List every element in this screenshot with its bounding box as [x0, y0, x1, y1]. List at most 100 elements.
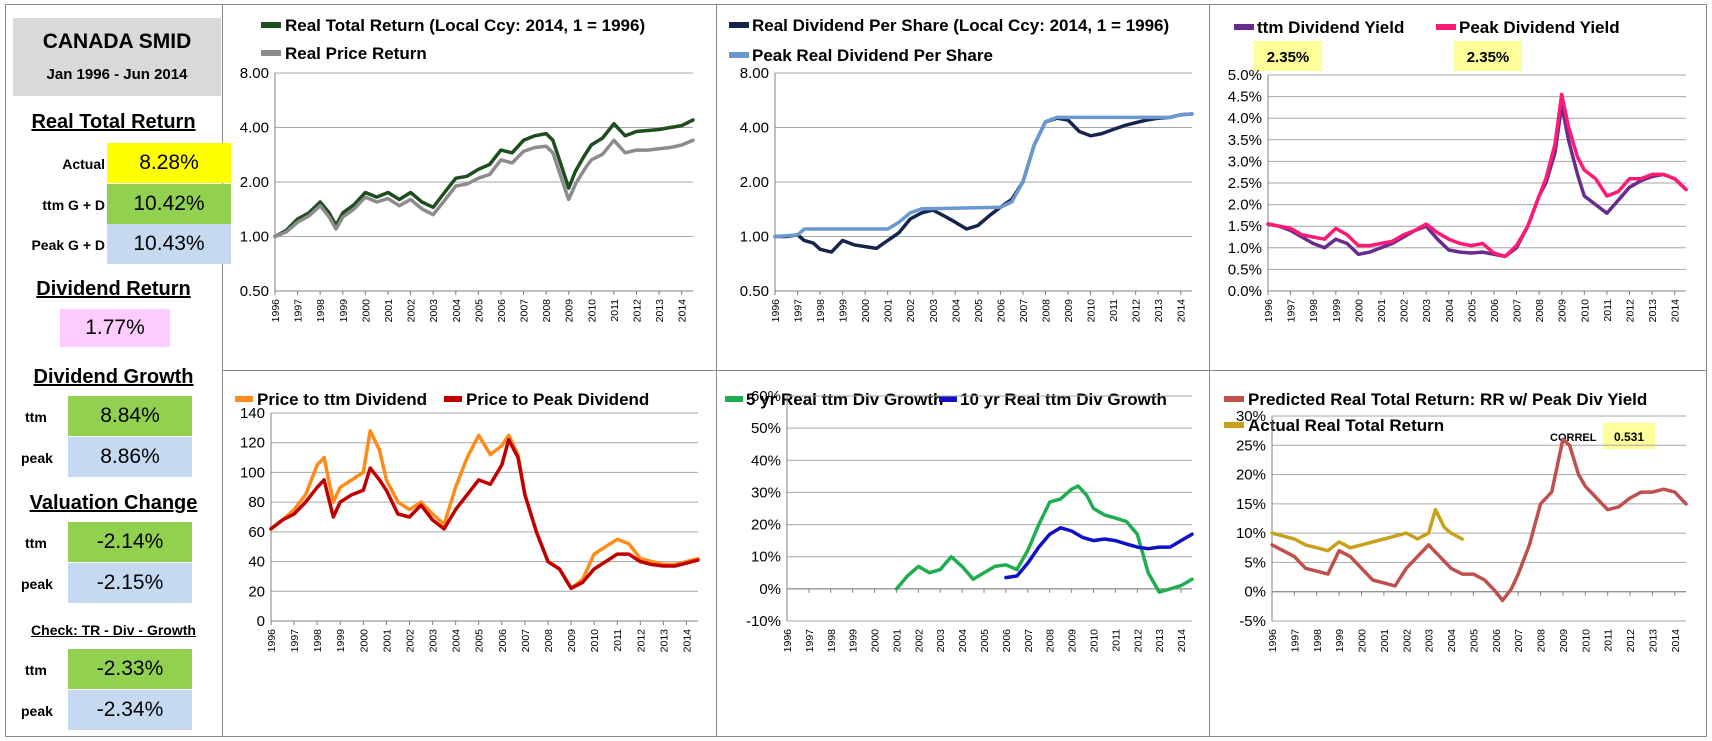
correl-value: 0.531 [1614, 430, 1644, 444]
x-tick-label: 2005 [474, 629, 486, 653]
y-tick-label: -10% [746, 613, 781, 630]
series-line-1 [1266, 92, 1688, 259]
x-tick-label: 2004 [451, 299, 463, 323]
period-label: Jan 1996 - Jun 2014 [46, 66, 188, 83]
x-tick-label: 2002 [404, 629, 416, 653]
legend-price-peak-div: Price to Peak Dividend [466, 390, 649, 409]
x-tick-label: 2006 [1491, 629, 1503, 653]
ttm-yield-callout-bg [1254, 41, 1322, 71]
x-tick-label: 2002 [905, 299, 917, 323]
y-tick-label: 10% [751, 549, 781, 566]
x-tick-label: 1996 [1267, 629, 1279, 653]
y-tick-label: 10% [1236, 525, 1266, 542]
x-tick-label: 1997 [289, 629, 301, 653]
x-tick-label: 2006 [496, 299, 508, 323]
x-tick-label: 2006 [995, 299, 1007, 323]
x-tick-label: 2007 [1512, 299, 1524, 323]
x-tick-label: 1999 [838, 299, 850, 323]
x-tick-label: 1999 [1331, 299, 1343, 323]
y-tick-label: 2.00 [740, 174, 769, 191]
x-tick-label: 1997 [804, 629, 816, 653]
x-tick-label: 2014 [1670, 299, 1682, 323]
x-tick-label: 2007 [1513, 629, 1525, 653]
row-label: Actual [62, 156, 105, 172]
x-tick-label: 2001 [381, 629, 393, 653]
x-tick-label: 1999 [338, 299, 350, 323]
y-tick-label: 20 [248, 583, 265, 600]
x-tick-label: 2003 [928, 299, 940, 323]
x-tick-label: 2003 [935, 629, 947, 653]
x-tick-label: 2003 [1424, 629, 1436, 653]
x-tick-label: 2012 [1625, 299, 1637, 323]
x-tick-label: 2004 [957, 629, 969, 653]
x-tick-label: 2013 [1647, 299, 1659, 323]
series-line-0 [269, 429, 700, 591]
dividend-yield-chart: ttm Dividend Yield Peak Dividend Yield 2… [1228, 18, 1688, 323]
x-tick-label: 2009 [566, 629, 578, 653]
x-tick-label: 2013 [1647, 629, 1659, 653]
y-tick-label: 80 [248, 494, 265, 511]
x-tick-label: 2014 [1176, 299, 1188, 323]
legend-total-return: Real Total Return (Local Ccy: 2014, 1 = … [285, 16, 645, 35]
y-tick-label: 0.5% [1228, 261, 1262, 278]
x-tick-label: 2002 [406, 299, 418, 323]
legend-price-ttm-div: Price to ttm Dividend [257, 390, 427, 409]
y-tick-label: 1.0% [1228, 240, 1262, 257]
x-tick-label: 2011 [609, 299, 621, 322]
x-tick-label: 2008 [541, 299, 553, 323]
x-tick-label: 1997 [293, 299, 305, 323]
y-tick-label: 2.00 [240, 174, 269, 191]
value-cell: -2.34% [68, 690, 192, 730]
legend-dps: Real Dividend Per Share (Local Ccy: 2014… [752, 16, 1169, 35]
x-tick-label: 2005 [973, 299, 985, 323]
real-total-return-heading: Real Total Return [31, 111, 196, 133]
x-tick-label: 2007 [520, 629, 532, 653]
x-tick-label: 2011 [1108, 299, 1120, 322]
x-tick-label: 2010 [1088, 629, 1100, 653]
row-label: ttm G + D [42, 197, 105, 213]
row-label: Peak G + D [31, 237, 105, 253]
x-tick-label: 2009 [1557, 299, 1569, 323]
x-tick-label: 2012 [1132, 629, 1144, 653]
y-tick-label: 30% [1236, 408, 1266, 425]
x-tick-label: 2010 [1580, 629, 1592, 653]
dividend-growth-heading: Dividend Growth [33, 366, 194, 388]
x-tick-label: 1998 [312, 629, 324, 653]
x-tick-label: 1998 [315, 299, 327, 323]
y-tick-label: 0% [1244, 584, 1266, 601]
x-tick-label: 2002 [913, 629, 925, 653]
legend-actual: Actual Real Total Return [1248, 416, 1444, 435]
y-tick-label: 30% [751, 484, 781, 501]
x-tick-label: 2008 [1536, 629, 1548, 653]
x-tick-label: 1999 [1334, 629, 1346, 653]
x-tick-label: 2007 [1023, 629, 1035, 653]
x-tick-label: 2001 [883, 299, 895, 323]
y-tick-label: 1.00 [240, 229, 269, 246]
value-cell: -2.15% [68, 563, 192, 603]
x-tick-label: 2003 [428, 629, 440, 653]
y-tick-label: 0 [257, 613, 265, 630]
x-tick-label: 2007 [519, 299, 531, 323]
x-tick-label: 2009 [1067, 629, 1079, 653]
summary-panel: CANADA SMID Jan 1996 - Jun 2014 Real Tot… [5, 4, 231, 737]
correl-value-bg [1603, 423, 1655, 449]
x-tick-label: 2013 [658, 629, 670, 653]
divider [222, 370, 1707, 371]
page-title: CANADA SMID [42, 30, 192, 53]
x-tick-label: 2002 [1399, 299, 1411, 323]
value-cell: -2.14% [68, 522, 192, 562]
value-cell: -2.33% [68, 649, 192, 689]
y-tick-label: 100 [240, 464, 265, 481]
x-tick-label: 2005 [979, 629, 991, 653]
value-cell: 1.77% [60, 309, 170, 347]
peak-yield-callout: 2.35% [1467, 49, 1510, 66]
x-tick-label: 2013 [654, 299, 666, 323]
x-tick-label: 2004 [451, 629, 463, 653]
y-tick-label: 8.00 [740, 65, 769, 82]
y-tick-label: 4.00 [740, 120, 769, 137]
x-tick-label: 2006 [1489, 299, 1501, 323]
y-tick-label: 20% [1236, 467, 1266, 484]
price-to-dividend-chart: Price to ttm Dividend Price to Peak Divi… [235, 390, 700, 653]
series-line-1 [1004, 526, 1194, 580]
x-tick-label: 2005 [473, 299, 485, 323]
